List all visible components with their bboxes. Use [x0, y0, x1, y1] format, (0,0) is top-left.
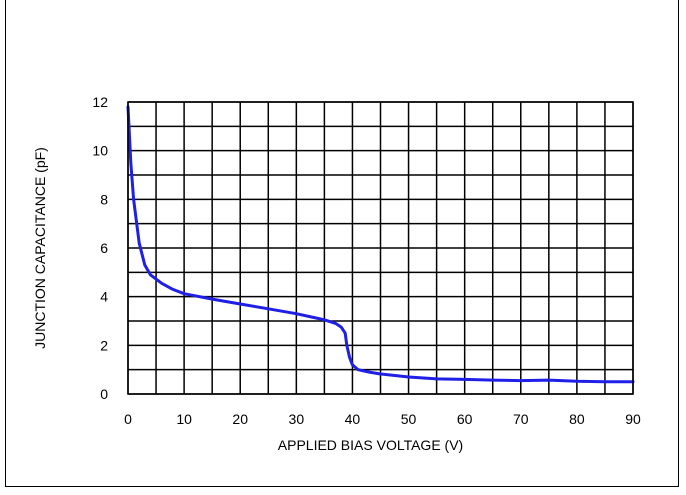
x-axis-label: APPLIED BIAS VOLTAGE (V) [278, 437, 463, 453]
y-tick-label: 8 [100, 191, 108, 207]
plot-area-border [127, 101, 634, 395]
x-tick-labels: 0 10 20 30 40 50 60 70 80 90 [124, 411, 641, 427]
capacitance-curve [126, 105, 635, 384]
y-tick-label: 6 [100, 240, 108, 256]
x-tick-label: 60 [457, 411, 473, 427]
x-tick-label: 70 [513, 411, 529, 427]
x-tick-label: 80 [569, 411, 585, 427]
chart-frame [5, 0, 679, 487]
x-tick-label: 0 [124, 411, 132, 427]
grid [127, 101, 634, 395]
y-tick-label: 4 [100, 289, 108, 305]
x-tick-label: 40 [345, 411, 361, 427]
x-tick-label: 50 [401, 411, 417, 427]
y-tick-label: 10 [92, 143, 108, 159]
x-tick-label: 30 [289, 411, 305, 427]
y-tick-label: 0 [100, 386, 108, 402]
x-tick-label: 10 [176, 411, 192, 427]
y-tick-label: 12 [92, 94, 108, 110]
x-tick-label: 20 [232, 411, 248, 427]
y-tick-labels: 0 2 4 6 8 10 12 [92, 94, 108, 402]
y-tick-label: 2 [100, 337, 108, 353]
x-tick-label: 90 [625, 411, 641, 427]
y-axis-label: JUNCTION CAPACITANCE (pF) [32, 147, 48, 349]
